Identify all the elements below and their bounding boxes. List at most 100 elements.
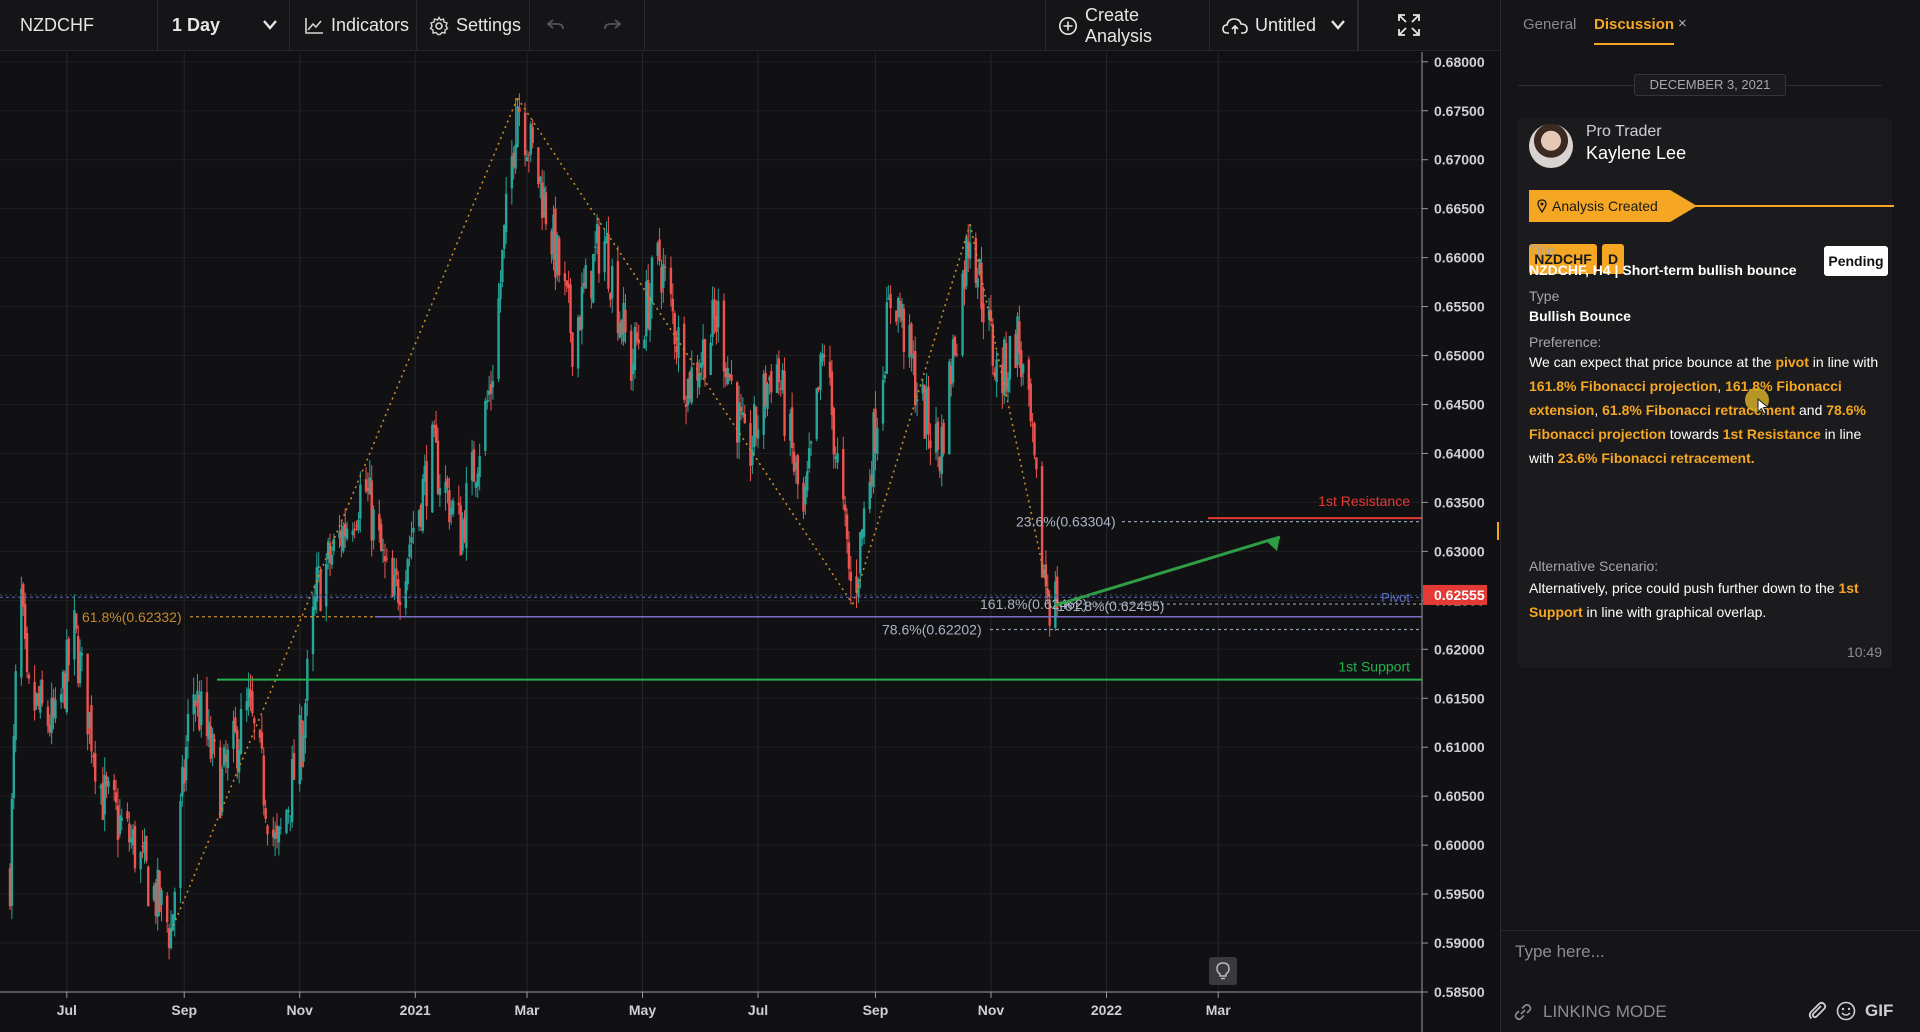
candle-body [463, 517, 466, 542]
candle-body [275, 825, 279, 838]
candle-body [156, 869, 159, 917]
candle-body [624, 309, 627, 333]
candle-body [40, 679, 44, 704]
candle-body [319, 570, 322, 612]
create-analysis-button[interactable]: Create Analysis [1045, 0, 1210, 51]
candle-body [1040, 466, 1044, 578]
paperclip-icon[interactable] [1807, 1000, 1827, 1022]
candle-body [1027, 359, 1031, 390]
highlight-term: 23.6% Fibonacci retracement. [1557, 450, 1755, 466]
candle-body [896, 298, 900, 318]
candle-body [391, 557, 394, 597]
candle-body [54, 699, 57, 719]
candle-body [78, 651, 82, 684]
symbol-selector[interactable]: NZDCHF [0, 0, 158, 51]
candle-body [537, 147, 540, 185]
candle-body [739, 407, 743, 412]
candle-body [637, 339, 640, 344]
candle-body [754, 406, 758, 437]
candle-body [961, 273, 964, 356]
message-input[interactable] [1515, 939, 1905, 965]
candle-body [806, 471, 809, 491]
candle-body [768, 377, 771, 381]
settings-button[interactable]: Settings [417, 0, 530, 51]
tab-general[interactable]: General [1523, 16, 1577, 33]
candle-body [949, 365, 953, 385]
indicators-button[interactable]: Indicators [290, 0, 417, 51]
x-tick-label: Sep [171, 1002, 197, 1018]
candle-body [749, 423, 752, 466]
candle-body [249, 689, 252, 698]
candle-body [643, 339, 646, 349]
type-label: Type [1529, 288, 1560, 304]
emoji-icon[interactable] [1835, 1000, 1857, 1022]
candle-body [101, 782, 104, 820]
candle-body [938, 456, 942, 472]
candle-body [302, 735, 305, 762]
candle-body [682, 323, 686, 400]
candle-body [459, 505, 462, 556]
candle-body [915, 399, 919, 402]
chart-canvas[interactable]: 1st Resistance 1st Support Pivot 61.8%(0.62… [0, 52, 1500, 1032]
candle-body [987, 309, 991, 320]
y-tick-label: 0.59500 [1434, 886, 1485, 902]
candle-body [1020, 350, 1023, 378]
candle-body [556, 234, 559, 275]
lightbulb-icon[interactable] [1209, 957, 1237, 985]
candle-body [478, 456, 481, 478]
candle-body [27, 674, 31, 679]
candle-body [726, 368, 729, 385]
status-line [1689, 205, 1894, 207]
candle-body [576, 317, 580, 369]
candle-body [989, 310, 993, 322]
candle-body [332, 538, 336, 551]
candle-body [160, 890, 163, 906]
chart-toolbar: NZDCHF 1 Day Indicators Settings [0, 0, 1500, 51]
candle-body [881, 379, 885, 424]
undo-icon[interactable] [546, 17, 566, 33]
candle-body [75, 613, 78, 629]
candle-body [550, 231, 553, 255]
candle-body [220, 768, 224, 813]
fibonacci-leg [516, 97, 854, 605]
candle-body [796, 455, 799, 485]
candle-body [484, 400, 487, 451]
fib-label: 161.8%(0.62455) [1057, 598, 1164, 614]
candle-body [457, 503, 461, 506]
text-span: , [1594, 402, 1603, 418]
candle-body [328, 543, 332, 563]
candle-body [662, 264, 665, 288]
candle-body [991, 324, 995, 366]
bullish-arrow[interactable] [1055, 535, 1281, 607]
candle-body [736, 382, 739, 443]
x-tick-label: Sep [863, 1002, 889, 1018]
candle-body [669, 267, 673, 295]
candle-body [914, 351, 917, 406]
tab-discussion[interactable]: Discussion [1594, 16, 1675, 45]
candle-body [542, 187, 546, 217]
plus-circle-icon [1058, 16, 1078, 36]
redo-icon[interactable] [602, 17, 622, 33]
discussion-panel: General Discussion × DECEMBER 3, 2021 Pr… [1500, 0, 1920, 1032]
y-tick-label: 0.60000 [1434, 837, 1485, 853]
candle-body [948, 361, 951, 455]
candle-body [955, 354, 959, 356]
layout-dropdown[interactable]: Untitled [1210, 0, 1358, 51]
candle-body [378, 514, 381, 531]
candle-body [366, 488, 370, 492]
linking-mode-toggle[interactable]: LINKING MODE [1513, 1002, 1667, 1022]
candle-body [940, 426, 943, 474]
candle-body [792, 451, 796, 472]
fullscreen-button[interactable] [1358, 0, 1458, 51]
price-chart[interactable]: 1st Resistance 1st Support Pivot 61.8%(0.62… [0, 52, 1500, 1032]
text-span: in line with [1808, 354, 1879, 370]
candle-body [582, 283, 586, 287]
timeframe-dropdown[interactable]: 1 Day [158, 0, 290, 51]
candle-body [622, 302, 625, 342]
close-icon[interactable]: × [1678, 15, 1687, 32]
gif-button[interactable]: GIF [1865, 1001, 1894, 1020]
candle-body [359, 484, 362, 519]
current-price-tag [1423, 584, 1487, 605]
candle-body [198, 694, 201, 730]
x-tick-label: Jul [57, 1002, 77, 1018]
